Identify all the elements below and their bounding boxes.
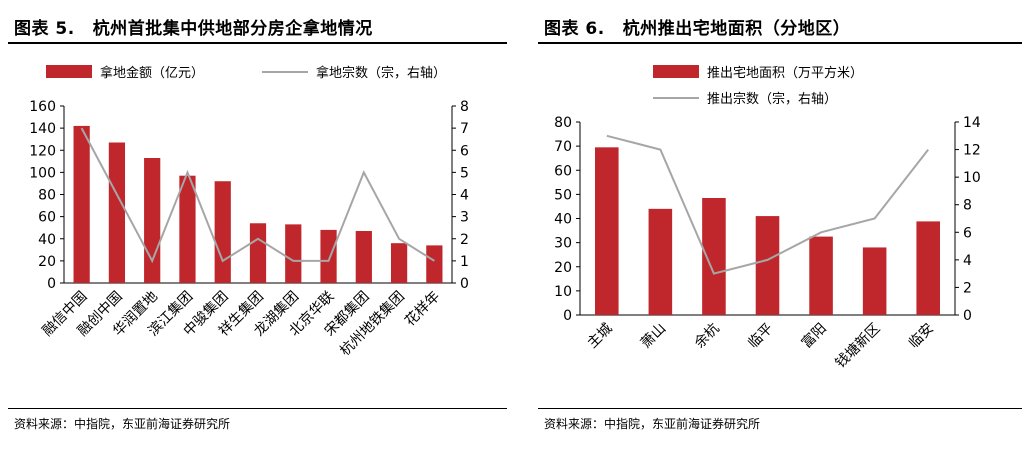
y-right-tick-label: 3 xyxy=(460,210,469,226)
figure-title-text: 杭州推出宅地面积（分地区） xyxy=(622,19,851,39)
y-right-tick-label: 2 xyxy=(963,280,972,296)
bar-line-chart-left: 拿地金额（亿元） 拿地宗数（宗，右轴） 0 20 40 60 80 100 120 140 160 0… xyxy=(29,65,469,359)
legend-label: 推出宗数（宗，右轴） xyxy=(707,91,837,107)
x-category-label: 临平 xyxy=(745,321,776,352)
x-category-label: 富阳 xyxy=(798,320,830,352)
x-category-label: 余杭 xyxy=(691,320,723,352)
y-left-tick-label: 100 xyxy=(29,165,56,181)
bar xyxy=(214,181,231,283)
y-left-tick-label: 50 xyxy=(554,187,572,203)
y-left-tick-label: 10 xyxy=(554,284,572,300)
x-category-label: 主城 xyxy=(585,321,616,352)
y-left-tick-label: 140 xyxy=(29,121,56,137)
figure-title-text: 杭州首批集中供地部分房企拿地情况 xyxy=(92,19,373,39)
chart-panel-left: 图表 5. 杭州首批集中供地部分房企拿地情况 拿地金额（亿元） 拿地宗数（宗，右轴）… xyxy=(8,14,507,431)
y-left-tick-label: 60 xyxy=(38,210,56,226)
y-left-tick-label: 20 xyxy=(554,260,572,276)
bar xyxy=(426,245,443,283)
bar xyxy=(595,147,619,315)
legend-label: 推出宅地面积（万平方米） xyxy=(707,65,863,81)
legend-label: 拿地宗数（宗，右轴） xyxy=(316,65,446,81)
y-right-tick-label: 6 xyxy=(963,225,972,241)
bar xyxy=(862,247,887,315)
y-right-tick-label: 10 xyxy=(963,170,981,186)
x-category-label: 萧山 xyxy=(638,321,669,352)
bar xyxy=(285,224,302,283)
y-left-tick-label: 20 xyxy=(38,254,56,270)
line-series xyxy=(80,127,435,264)
bar xyxy=(809,236,833,315)
legend-label: 拿地金额（亿元） xyxy=(100,65,204,81)
y-right-tick-label: 7 xyxy=(460,121,469,137)
y-left-tick-label: 60 xyxy=(554,163,572,179)
y-right-tick-label: 8 xyxy=(963,198,972,214)
y-right-tick-label: 8 xyxy=(460,99,469,115)
chart-panel-right: 图表 6. 杭州推出宅地面积（分地区） 推出宅地面积（万平方米） 推出宗数（宗，右轴… xyxy=(530,0,1030,450)
bar-line-chart-right: 推出宅地面积（万平方米） 推出宗数（宗，右轴） 0 10 20 30 40 50 60 70 80 0… xyxy=(554,65,981,372)
bar xyxy=(249,223,267,283)
source-divider xyxy=(8,408,507,409)
y-right-tick-label: 0 xyxy=(963,308,972,324)
y-right-tick-label: 12 xyxy=(963,143,981,159)
y-right-tick-label: 4 xyxy=(460,188,469,204)
x-category-label: 临安 xyxy=(906,321,937,352)
figure-label: 图表 6. xyxy=(544,19,605,39)
figure-title: 图表 5. 杭州首批集中供地部分房企拿地情况 xyxy=(14,14,391,39)
y-right-tick-label: 1 xyxy=(460,254,469,270)
y-left-tick-label: 80 xyxy=(38,188,56,204)
bar xyxy=(916,221,940,315)
y-right-tick-label: 5 xyxy=(460,165,469,181)
legend-bar-swatch xyxy=(653,65,699,78)
y-right-tick-label: 6 xyxy=(460,143,469,159)
figure-title: 图表 6. 杭州推出宅地面积（分地区） xyxy=(544,14,868,39)
bar xyxy=(702,197,726,315)
y-left-tick-label: 160 xyxy=(29,99,56,115)
title-divider xyxy=(8,42,507,44)
source-note: 资料来源：中指院，东亚前海证券研究所 xyxy=(14,417,231,431)
bar xyxy=(320,229,337,283)
source-divider xyxy=(538,408,1022,409)
x-category-label: 钱塘新区 xyxy=(833,321,884,372)
y-right-tick-label: 4 xyxy=(963,253,972,269)
y-left-tick-label: 40 xyxy=(554,212,572,228)
y-right-tick-label: 14 xyxy=(963,115,981,131)
line-series xyxy=(606,134,929,275)
bar xyxy=(144,157,161,283)
bar xyxy=(390,243,408,283)
y-right-tick-label: 2 xyxy=(460,232,469,248)
bar xyxy=(108,142,126,283)
figure-label: 图表 5. xyxy=(14,19,75,39)
bar xyxy=(755,216,780,315)
bar xyxy=(179,175,196,283)
y-left-tick-label: 70 xyxy=(554,139,572,155)
bar xyxy=(355,231,372,283)
y-left-tick-label: 0 xyxy=(563,308,572,324)
bar xyxy=(648,208,673,315)
y-left-tick-label: 40 xyxy=(38,232,56,248)
y-left-tick-label: 30 xyxy=(554,236,572,252)
legend-bar-swatch xyxy=(46,65,92,78)
title-divider xyxy=(538,42,1022,44)
y-left-tick-label: 0 xyxy=(47,276,56,292)
y-left-tick-label: 80 xyxy=(554,115,572,131)
y-left-tick-label: 120 xyxy=(29,143,56,159)
bar xyxy=(73,125,90,283)
x-category-label: 花样年 xyxy=(402,289,443,330)
source-note: 资料来源：中指院，东亚前海证券研究所 xyxy=(544,417,761,431)
y-right-tick-label: 0 xyxy=(460,276,469,292)
